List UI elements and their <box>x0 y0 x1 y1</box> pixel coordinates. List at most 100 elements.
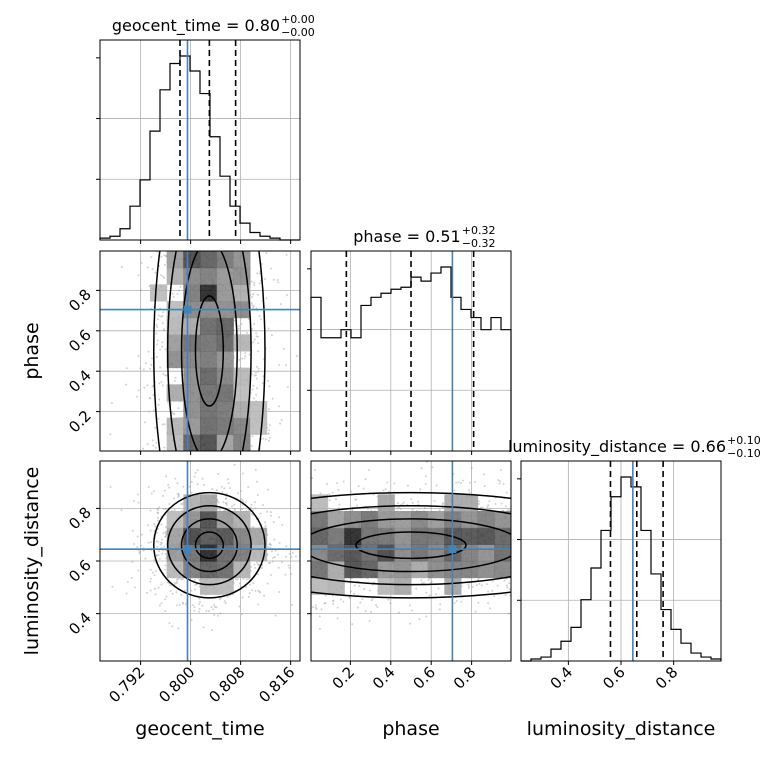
sample-point <box>239 490 242 493</box>
sample-point <box>256 293 259 296</box>
sample-point <box>418 618 421 621</box>
sample-point <box>137 355 140 358</box>
sample-point <box>155 540 158 543</box>
xtick-label-luminosity_distance: 0.6 <box>599 663 629 693</box>
sample-point <box>132 529 135 532</box>
title-upper-luminosity_distance: +0.10 <box>727 434 760 447</box>
sample-point <box>277 566 280 569</box>
sample-point <box>427 578 430 581</box>
sample-point <box>250 503 253 506</box>
sample-point <box>239 585 242 588</box>
sample-point <box>461 479 464 482</box>
sample-point <box>155 554 158 557</box>
sample-point <box>162 507 165 510</box>
density-cell <box>183 384 201 402</box>
sample-point <box>153 574 156 577</box>
sample-point <box>173 412 176 415</box>
sample-point <box>175 580 178 583</box>
sample-point <box>468 585 471 588</box>
sample-point <box>252 514 255 517</box>
sample-point <box>238 327 241 330</box>
sample-point <box>233 507 236 510</box>
sample-point <box>193 578 196 581</box>
contour-level-2 <box>180 518 238 573</box>
sample-point <box>257 603 260 606</box>
hist-panel-phase: phase = 0.51 +0.32−0.32 <box>307 224 512 455</box>
sample-point <box>251 589 254 592</box>
sample-point <box>231 505 234 508</box>
sample-point <box>193 606 196 609</box>
sample-point <box>156 545 159 548</box>
contour-level-3 <box>311 504 511 586</box>
sample-point <box>160 315 163 318</box>
sample-point <box>353 584 356 587</box>
sample-point <box>215 489 218 492</box>
density-cell <box>311 577 329 595</box>
sample-point <box>268 385 271 388</box>
sample-point <box>158 506 161 509</box>
sample-point <box>467 587 470 590</box>
sample-point <box>497 479 500 482</box>
sample-point <box>262 375 265 378</box>
sample-point <box>354 498 357 501</box>
density-cell <box>327 527 345 545</box>
sample-point <box>272 520 275 523</box>
sample-point <box>311 477 314 480</box>
sample-point <box>211 629 214 632</box>
sample-point <box>183 589 186 592</box>
density-cell <box>200 577 218 595</box>
density-cell <box>311 561 329 579</box>
sample-point <box>202 626 205 629</box>
sample-point <box>494 503 497 506</box>
sample-point <box>421 582 424 585</box>
sample-point <box>318 627 321 630</box>
sample-point <box>338 503 341 506</box>
sample-point <box>278 364 281 367</box>
sample-point <box>314 468 317 471</box>
sample-point <box>159 274 162 277</box>
sample-point <box>363 588 366 591</box>
sample-point <box>247 595 250 598</box>
sample-point <box>455 599 458 602</box>
sample-point <box>271 397 274 400</box>
density-cell <box>394 527 412 545</box>
sample-point <box>460 600 463 603</box>
sample-point <box>284 555 287 558</box>
density-cell <box>200 367 218 385</box>
sample-point <box>319 492 322 495</box>
sample-point <box>253 284 256 287</box>
sample-point <box>348 597 351 600</box>
sample-point <box>152 409 155 412</box>
sample-point <box>156 507 159 510</box>
sample-point <box>250 280 253 283</box>
sample-point <box>149 580 152 583</box>
sample-point <box>285 545 288 548</box>
sample-point <box>420 467 423 470</box>
ylabel-luminosity_distance: luminosity_distance <box>21 467 43 656</box>
sample-point <box>145 591 148 594</box>
density-cell <box>461 544 479 562</box>
sample-point <box>336 617 339 620</box>
sample-point <box>156 343 159 346</box>
sample-point <box>219 612 222 615</box>
density-cell <box>377 544 395 562</box>
ytick-label-phase: 0.6 <box>65 326 95 356</box>
sample-point <box>250 302 253 305</box>
sample-point <box>224 497 227 500</box>
xlabel-phase: phase <box>382 718 439 740</box>
sample-point <box>156 519 159 522</box>
sample-point <box>358 585 361 588</box>
sample-point <box>258 590 261 593</box>
sample-point <box>139 544 142 547</box>
density-cell <box>200 267 218 285</box>
truth-marker <box>183 305 192 314</box>
density-cell <box>166 267 184 285</box>
ytick-label-luminosity_distance: 0.8 <box>65 503 95 533</box>
sample-point <box>188 485 191 488</box>
sample-point <box>181 578 184 581</box>
sample-point <box>477 579 480 582</box>
sample-point <box>180 578 183 581</box>
sample-point <box>331 491 334 494</box>
sample-point <box>239 498 242 501</box>
sample-point <box>252 341 255 344</box>
